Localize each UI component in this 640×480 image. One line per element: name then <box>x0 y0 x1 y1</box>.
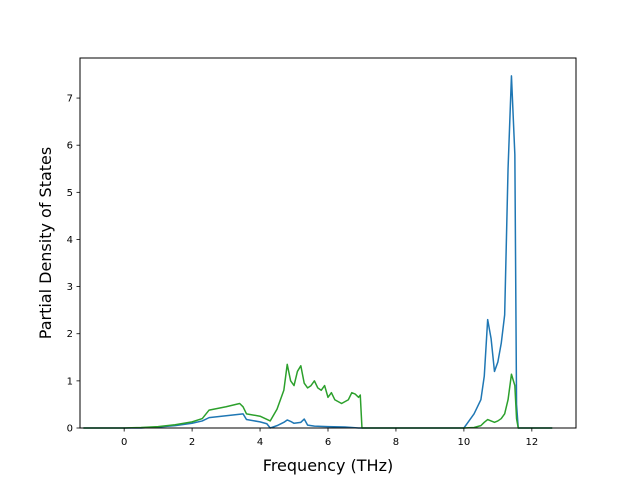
y-axis-ticks: 0 1 2 3 4 5 6 7 <box>67 94 80 435</box>
series-line-2 <box>83 363 553 429</box>
x-tick-label: 12 <box>525 437 538 448</box>
y-tick-label: 7 <box>67 94 73 105</box>
x-tick-label: 0 <box>121 437 127 448</box>
y-tick-label: 2 <box>67 329 73 340</box>
y-tick-label: 4 <box>67 235 73 246</box>
x-tick-label: 4 <box>257 437 263 448</box>
y-tick-label: 6 <box>67 141 73 152</box>
y-axis-label: Partial Density of States <box>36 147 55 339</box>
x-axis-ticks: 0 2 4 6 8 10 12 <box>121 428 538 448</box>
y-tick-label: 1 <box>67 376 73 387</box>
series-layer <box>83 75 553 429</box>
y-tick-label: 0 <box>67 424 73 435</box>
y-tick-label: 5 <box>67 188 73 199</box>
series-line-1 <box>83 75 553 429</box>
x-tick-label: 6 <box>325 437 331 448</box>
x-tick-label: 2 <box>189 437 195 448</box>
y-tick-label: 3 <box>67 282 73 293</box>
x-axis-label: Frequency (THz) <box>263 456 393 475</box>
x-tick-label: 8 <box>393 437 399 448</box>
x-tick-label: 10 <box>458 437 471 448</box>
